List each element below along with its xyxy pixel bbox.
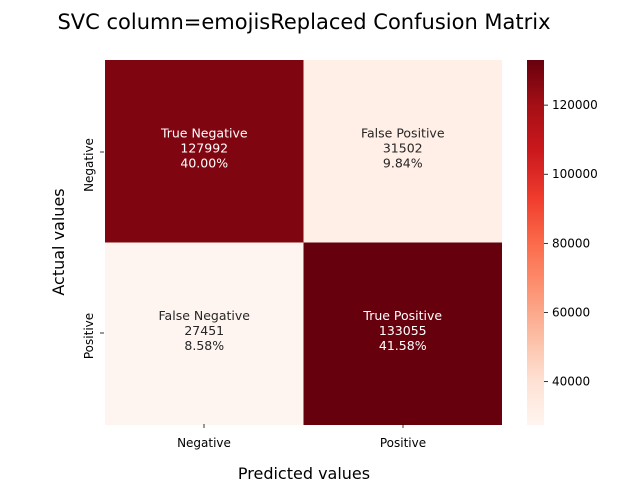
cell-label: False Negative bbox=[159, 308, 251, 323]
heatmap-cell-negative-negative bbox=[105, 60, 304, 243]
cell-label: True Positive bbox=[362, 308, 442, 323]
y-tick-label-negative: Negative bbox=[82, 138, 96, 192]
cell-label: True Negative bbox=[160, 125, 248, 140]
cell-percent: 40.00% bbox=[180, 155, 228, 170]
cell-label: False Positive bbox=[361, 125, 445, 140]
x-tick-label-positive: Positive bbox=[380, 436, 426, 450]
colorbar-tick-label: 100000 bbox=[552, 167, 598, 181]
cell-count: 127992 bbox=[180, 140, 228, 155]
chart-title: SVC column=emojisReplaced Confusion Matr… bbox=[57, 10, 550, 34]
colorbar-tick-label: 80000 bbox=[552, 236, 590, 250]
colorbar-tick-label: 60000 bbox=[552, 306, 590, 320]
cell-count: 27451 bbox=[184, 323, 224, 338]
heatmap-cell-positive-negative bbox=[105, 242, 304, 425]
x-axis-title: Predicted values bbox=[238, 464, 370, 483]
cell-count: 31502 bbox=[383, 140, 423, 155]
cell-percent: 9.84% bbox=[383, 155, 423, 170]
colorbar-ticks: 40000 60000 80000 100000 120000 bbox=[544, 98, 598, 389]
x-tick-label-negative: Negative bbox=[177, 436, 231, 450]
colorbar bbox=[527, 60, 544, 425]
cell-count: 133055 bbox=[379, 323, 427, 338]
colorbar-tick-label: 40000 bbox=[552, 375, 590, 389]
cell-percent: 41.58% bbox=[379, 338, 427, 353]
y-tick-label-positive: Positive bbox=[82, 313, 96, 359]
cell-percent: 8.58% bbox=[184, 338, 224, 353]
colorbar-tick-label: 120000 bbox=[552, 98, 598, 112]
y-axis-title: Actual values bbox=[49, 188, 68, 295]
heatmap-cell-negative-positive bbox=[303, 60, 502, 243]
heatmap-cell-positive-positive bbox=[303, 242, 502, 425]
